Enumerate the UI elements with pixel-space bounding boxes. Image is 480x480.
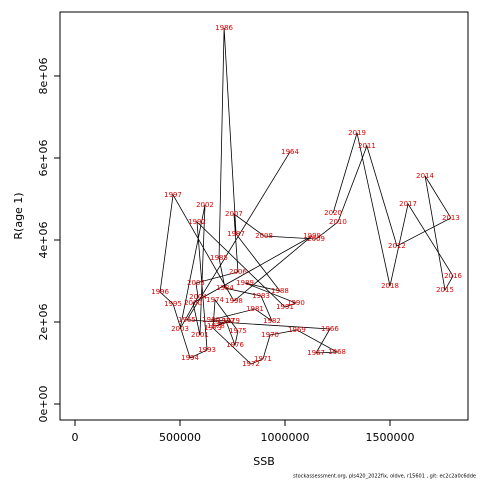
y-tick-label: 8e+06 — [37, 57, 50, 94]
point-label: 1980 — [202, 316, 220, 324]
point-label: 1988 — [271, 287, 289, 295]
point-label: 1981 — [246, 305, 264, 313]
point-label: 2009 — [307, 235, 325, 243]
point-label: 2004 — [189, 293, 207, 301]
point-label: 1992 — [188, 218, 206, 226]
point-label: 1964 — [281, 148, 299, 156]
point-label: 2012 — [388, 242, 406, 250]
point-label: 1971 — [254, 355, 272, 363]
point-label: 2007 — [225, 210, 243, 218]
point-label: 1990 — [287, 299, 305, 307]
point-label: 1999 — [303, 232, 321, 240]
point-label: 1969 — [288, 326, 306, 334]
point-label: 1966 — [321, 325, 339, 333]
y-tick-label: 0e+00 — [37, 386, 50, 423]
footer: stockassessment.org, pls420_2022fix, old… — [293, 474, 476, 480]
point-label: 1973 — [204, 324, 222, 332]
trajectory-line — [159, 27, 454, 365]
point-label: 1978 — [207, 322, 225, 330]
point-label: 1995 — [164, 300, 182, 308]
point-label: 1982 — [263, 317, 281, 325]
point-label: 1977 — [217, 317, 235, 325]
point-label: 1989 — [236, 279, 254, 287]
point-label: 1997 — [164, 191, 182, 199]
x-tick-label: 1000000 — [261, 431, 310, 444]
point-label: 1967 — [307, 349, 325, 357]
point-label: 2002 — [196, 201, 214, 209]
point-label: 1985 — [210, 254, 228, 262]
point-label: 2018 — [381, 282, 399, 290]
point-label: 2020 — [324, 209, 342, 217]
point-label: 2014 — [416, 172, 434, 180]
point-label: 2011 — [358, 142, 376, 150]
point-label: 1983 — [252, 292, 270, 300]
point-label: 2019 — [348, 129, 366, 137]
point-label: 2005 — [187, 279, 205, 287]
point-label: 1974 — [206, 296, 224, 304]
point-label: 1968 — [328, 348, 346, 356]
point-label: 1970 — [261, 331, 279, 339]
point-label: 1979 — [222, 317, 240, 325]
point-label: 1996 — [151, 288, 169, 296]
point-label: 1986 — [215, 24, 233, 32]
y-tick-label: 6e+06 — [37, 139, 50, 176]
y-tick-label: 4e+06 — [37, 221, 50, 258]
x-axis-label: SSB — [253, 455, 275, 468]
point-label: 1984 — [216, 284, 234, 292]
x-tick-label: 0 — [72, 431, 79, 444]
point-label: 2010 — [329, 218, 347, 226]
point-label: 1975 — [229, 327, 247, 335]
point-label: 2017 — [399, 200, 417, 208]
point-label: 1972 — [242, 360, 260, 368]
point-label: 1965 — [178, 316, 196, 324]
point-label: 2013 — [442, 214, 460, 222]
point-label: 1994 — [181, 354, 199, 362]
point-label: 1991 — [276, 303, 294, 311]
y-axis-label: R(age 1) — [12, 192, 25, 239]
point-label: 2008 — [255, 232, 273, 240]
point-label: 2003 — [171, 325, 189, 333]
point-label: 2006 — [229, 268, 247, 276]
point-label: 2015 — [436, 286, 454, 294]
point-label: 1976 — [226, 341, 244, 349]
x-tick-label: 1500000 — [365, 431, 414, 444]
point-label: 2000 — [184, 299, 202, 307]
point-label: 1993 — [198, 346, 216, 354]
point-label: 2001 — [191, 331, 209, 339]
plot-frame — [59, 11, 469, 421]
point-label: 2016 — [444, 272, 462, 280]
point-label: 1998 — [225, 297, 243, 305]
point-label: 1987 — [227, 230, 245, 238]
x-tick-label: 500000 — [159, 431, 201, 444]
y-tick-label: 2e+06 — [37, 304, 50, 341]
